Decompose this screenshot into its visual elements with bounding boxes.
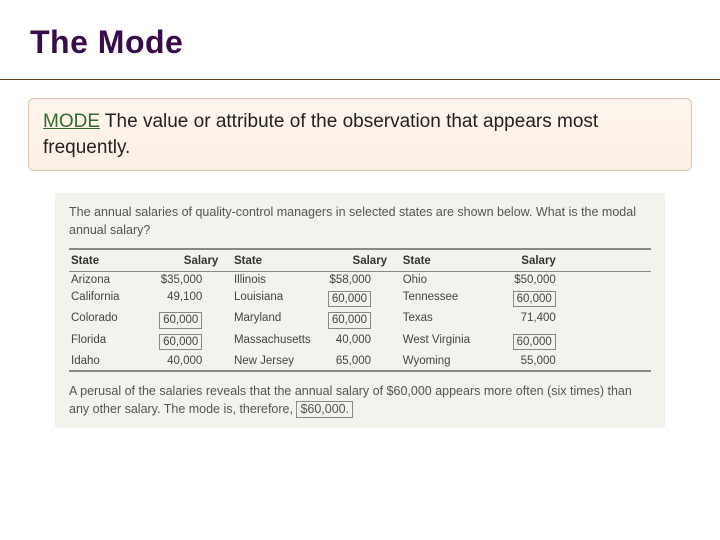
salary-cell: 55,000	[488, 353, 558, 370]
title-section: The Mode	[0, 0, 720, 80]
salary-cell: 60,000	[319, 289, 389, 310]
example-prompt: The annual salaries of quality-control m…	[69, 203, 651, 239]
mode-highlight: 60,000	[513, 291, 556, 307]
mode-highlight: 60,000	[513, 334, 556, 350]
state-cell: Idaho	[69, 353, 145, 370]
salary-table: State Salary State Salary State Salary A…	[69, 248, 651, 372]
table-row: Colorado 60,000 Maryland 60,000 Texas71,400	[69, 310, 651, 331]
table-row: Idaho40,000 New Jersey65,000 Wyoming55,000	[69, 353, 651, 370]
mode-highlight: 60,000	[328, 291, 371, 307]
col-header-state: State	[401, 250, 488, 271]
salary-cell: 40,000	[145, 353, 221, 370]
table-row: Florida 60,000 Massachusetts40,000 West Vir…	[69, 331, 651, 352]
col-header-state: State	[232, 250, 319, 271]
table-row: Arizona$35,000 Illinois$58,000 Ohio$50,000	[69, 272, 651, 289]
definition-box: MODE The value or attribute of the obser…	[28, 98, 692, 171]
state-cell: New Jersey	[232, 353, 319, 370]
salary-cell: $58,000	[319, 272, 389, 289]
example-panel: The annual salaries of quality-control m…	[55, 193, 665, 428]
answer-value: $60,000.	[296, 401, 353, 419]
salary-cell: 60,000	[319, 310, 389, 331]
col-header-salary: Salary	[319, 250, 389, 271]
mode-highlight: 60,000	[328, 312, 371, 328]
state-cell: California	[69, 289, 145, 310]
salary-cell: 60,000	[145, 310, 221, 331]
mode-highlight: 60,000	[159, 334, 202, 350]
salary-cell: 49,100	[145, 289, 221, 310]
mode-highlight: 60,000	[159, 312, 202, 328]
definition-term: MODE	[43, 111, 100, 132]
col-header-state: State	[69, 250, 145, 271]
state-cell: Colorado	[69, 310, 145, 331]
example-answer: A perusal of the salaries reveals that t…	[69, 382, 651, 419]
state-cell: Tennessee	[401, 289, 488, 310]
state-cell: Louisiana	[232, 289, 319, 310]
table-header: State Salary State Salary State Salary	[69, 250, 651, 272]
salary-cell: 65,000	[319, 353, 389, 370]
state-cell: Illinois	[232, 272, 319, 289]
state-cell: Florida	[69, 331, 145, 352]
definition-text: The value or attribute of the observatio…	[43, 111, 598, 158]
salary-cell: $50,000	[488, 272, 558, 289]
state-cell: West Virginia	[401, 331, 488, 352]
state-cell: Arizona	[69, 272, 145, 289]
page-title: The Mode	[30, 24, 690, 61]
state-cell: Massachusetts	[232, 331, 319, 352]
state-cell: Texas	[401, 310, 488, 331]
table-row: California49,100 Louisiana 60,000 Tennessee…	[69, 289, 651, 310]
salary-cell: 71,400	[488, 310, 558, 331]
salary-cell: 60,000	[488, 289, 558, 310]
state-cell: Wyoming	[401, 353, 488, 370]
salary-cell: 60,000	[145, 331, 221, 352]
col-header-salary: Salary	[145, 250, 221, 271]
table-body: Arizona$35,000 Illinois$58,000 Ohio$50,000…	[69, 272, 651, 370]
state-cell: Ohio	[401, 272, 488, 289]
salary-cell: 60,000	[488, 331, 558, 352]
salary-cell: 40,000	[319, 331, 389, 352]
state-cell: Maryland	[232, 310, 319, 331]
col-header-salary: Salary	[488, 250, 558, 271]
salary-cell: $35,000	[145, 272, 221, 289]
